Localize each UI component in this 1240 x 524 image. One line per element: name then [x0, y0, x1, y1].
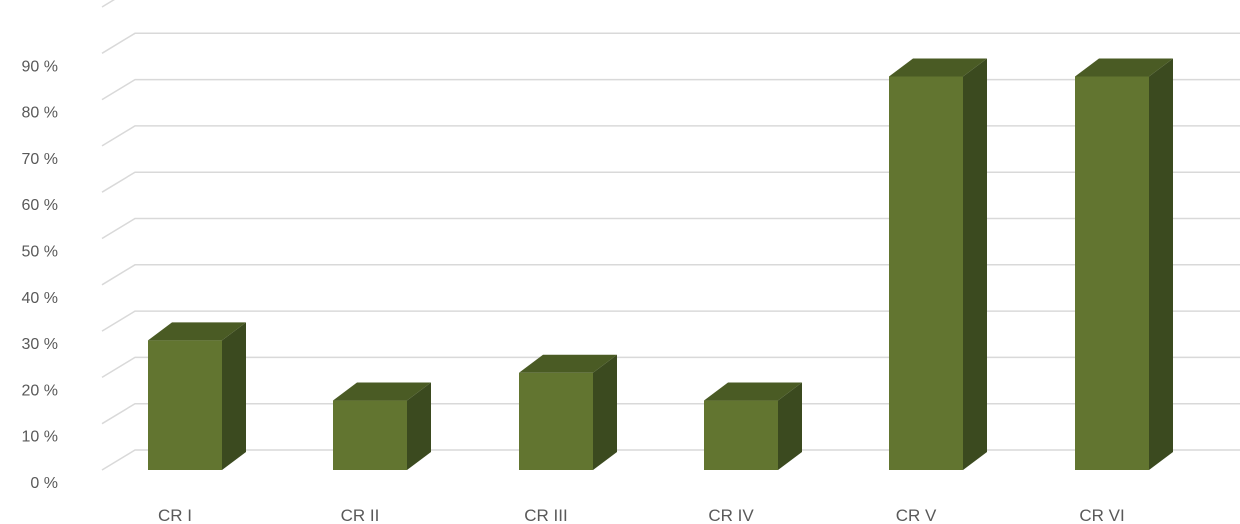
bar [148, 322, 246, 470]
y-tick-label: 60 % [22, 197, 58, 214]
y-axis-ticks: 0 % 10 % 20 % 30 % 40 % 50 % 60 % 70 % 80 % 90 % [22, 58, 58, 492]
y-tick-label: 90 % [22, 58, 58, 75]
gridline [101, 32, 1240, 54]
x-axis-categories: CR I CR II CR III CR IV CR V CR VI [158, 506, 1125, 524]
y-tick-label: 10 % [22, 429, 58, 446]
bar-front-face [889, 76, 963, 470]
bar-side-face [963, 58, 987, 470]
y-tick-label: 20 % [22, 382, 58, 399]
bar-front-face [519, 372, 593, 470]
bar [704, 382, 802, 470]
bar-side-face [593, 354, 617, 470]
bar-top-face [333, 382, 431, 401]
bar-front-face [333, 400, 407, 470]
bar-front-face [704, 400, 778, 470]
x-category-label: CR I [158, 506, 192, 524]
gridline [101, 449, 1240, 471]
y-tick-label: 0 % [30, 475, 58, 492]
bar-top-face [148, 322, 246, 341]
bar [519, 354, 617, 470]
x-category-label: CR II [341, 506, 380, 524]
y-tick-label: 50 % [22, 244, 58, 261]
x-category-label: CR VI [1079, 506, 1124, 524]
x-category-label: CR V [896, 506, 937, 524]
gridlines [101, 0, 1240, 471]
bar-side-face [1149, 58, 1173, 470]
bar-side-face [778, 382, 802, 470]
bar [333, 382, 431, 470]
y-tick-label: 70 % [22, 151, 58, 168]
bar-front-face [148, 340, 222, 470]
y-tick-label: 40 % [22, 290, 58, 307]
x-category-label: CR IV [708, 506, 754, 524]
y-tick-label: 80 % [22, 105, 58, 122]
bar-top-face [889, 58, 987, 77]
bar [1075, 58, 1173, 470]
gridline [101, 402, 1240, 425]
bar-side-face [222, 322, 246, 470]
bar [889, 58, 987, 470]
gridline [101, 356, 1240, 379]
gridline [101, 0, 115, 8]
gridline [101, 78, 1240, 101]
y-tick-label: 30 % [22, 336, 58, 353]
gridline [101, 264, 1240, 286]
gridline [101, 310, 1240, 332]
x-category-label: CR III [524, 506, 567, 524]
bars [148, 58, 1173, 470]
bar-side-face [407, 382, 431, 470]
gridline [101, 125, 1240, 147]
gridline [101, 171, 1240, 193]
bar-front-face [1075, 76, 1149, 470]
bar-top-face [519, 354, 617, 373]
bar-top-face [1075, 58, 1173, 77]
gridline [101, 217, 1240, 240]
bar-top-face [704, 382, 802, 401]
